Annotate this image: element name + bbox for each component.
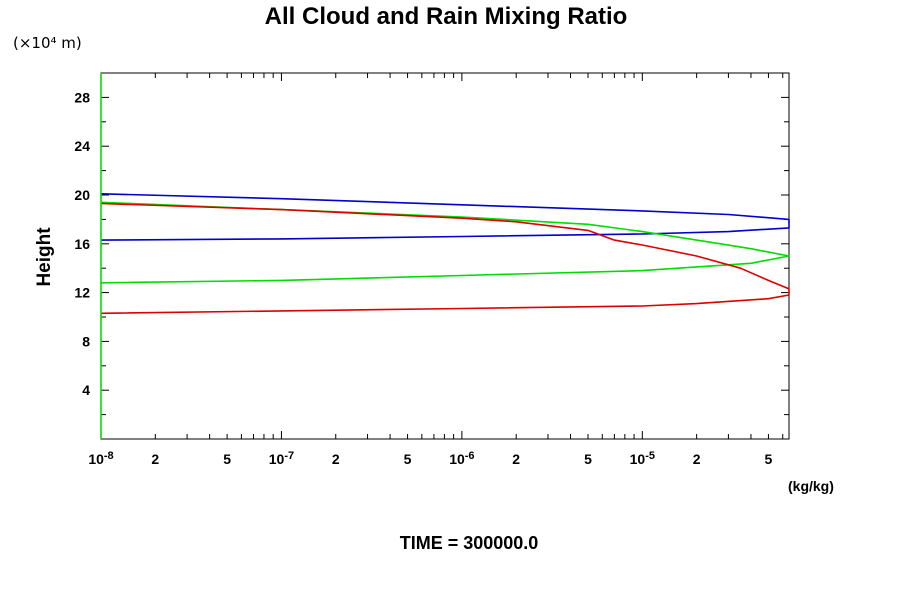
x-tick-label-major: 10-8 bbox=[88, 450, 113, 467]
chart-title: All Cloud and Rain Mixing Ratio bbox=[265, 3, 628, 30]
x-tick-label-minor: 2 bbox=[151, 451, 159, 467]
y-tick-label: 4 bbox=[82, 382, 90, 398]
y-tick-label: 28 bbox=[74, 89, 90, 105]
x-tick-label-major: 10-5 bbox=[630, 450, 655, 467]
y-tick-label: 20 bbox=[74, 187, 90, 203]
x-tick-exponent: -6 bbox=[465, 450, 475, 462]
x-tick-base: 10 bbox=[630, 451, 646, 467]
x-tick-label-minor: 5 bbox=[584, 451, 592, 467]
x-tick-exponent: -8 bbox=[104, 450, 114, 462]
x-tick-exponent: -7 bbox=[284, 450, 294, 462]
x-tick-label-major: 10-7 bbox=[269, 450, 294, 467]
y-units-label: (×10⁴ m) bbox=[13, 34, 82, 52]
data-series bbox=[100, 73, 790, 439]
x-tick-exponent: -5 bbox=[645, 450, 655, 462]
x-tick-label-minor: 5 bbox=[223, 451, 231, 467]
x-tick-base: 10 bbox=[269, 451, 285, 467]
x-tick-label-minor: 5 bbox=[765, 451, 773, 467]
x-tick-label-minor: 2 bbox=[332, 451, 340, 467]
x-tick-base: 10 bbox=[88, 451, 104, 467]
time-label: TIME = 300000.0 bbox=[400, 533, 539, 553]
x-tick-labels: 10-8 10-7 10-6 10-52 5 2 5 2 5 2 5 bbox=[88, 450, 772, 467]
series-line-2 bbox=[100, 202, 790, 315]
plot-frame bbox=[100, 72, 790, 440]
x-tick-label-minor: 5 bbox=[404, 451, 412, 467]
y-tick-label: 16 bbox=[74, 236, 90, 252]
x-units-label: (kg/kg) bbox=[788, 478, 834, 494]
series-line-0 bbox=[100, 193, 790, 241]
x-tick-label-minor: 2 bbox=[693, 451, 701, 467]
y-tick-label: 24 bbox=[74, 138, 90, 154]
y-tick-labels: 4 8 12 16 20 24 28 bbox=[74, 89, 90, 398]
x-tick-label-major: 10-6 bbox=[449, 450, 474, 467]
axis-ticks bbox=[100, 73, 789, 439]
y-tick-label: 12 bbox=[74, 285, 90, 301]
y-tick-label: 8 bbox=[82, 333, 90, 349]
x-tick-base: 10 bbox=[449, 451, 465, 467]
y-axis-label: Height bbox=[34, 227, 55, 287]
x-tick-label-minor: 2 bbox=[512, 451, 520, 467]
series-line-1 bbox=[100, 201, 790, 284]
